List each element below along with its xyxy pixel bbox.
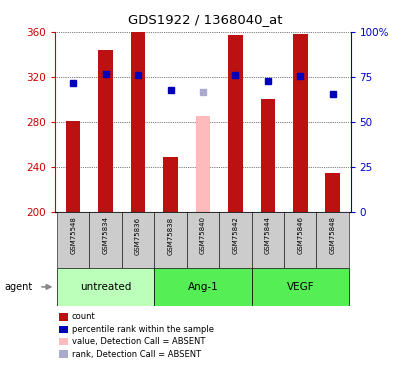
Bar (316, 212, 348, 268)
Text: GDS1922 / 1368040_at: GDS1922 / 1368040_at (128, 13, 281, 26)
Text: GSM75548: GSM75548 (70, 216, 76, 254)
Bar (219, 212, 251, 268)
Bar (121, 212, 154, 268)
Text: GSM75838: GSM75838 (167, 216, 173, 255)
Text: GSM75842: GSM75842 (232, 216, 238, 254)
Text: GSM75840: GSM75840 (200, 216, 205, 254)
Text: rank, Detection Call = ABSENT: rank, Detection Call = ABSENT (72, 350, 200, 358)
Bar (227, 35, 242, 212)
Text: GSM75846: GSM75846 (297, 216, 303, 254)
Bar (66, 121, 80, 212)
Bar (98, 50, 112, 212)
Text: GSM75834: GSM75834 (102, 216, 108, 254)
Bar (154, 268, 251, 306)
Bar (57, 212, 89, 268)
Bar (251, 212, 283, 268)
Bar (195, 116, 210, 212)
Text: count: count (72, 312, 95, 321)
Text: Ang-1: Ang-1 (187, 282, 218, 292)
Bar (163, 157, 178, 212)
Text: untreated: untreated (80, 282, 131, 292)
Bar (186, 212, 219, 268)
Bar (57, 268, 154, 306)
Bar (130, 32, 145, 212)
Bar (325, 172, 339, 212)
Bar (251, 268, 348, 306)
Bar (292, 34, 307, 212)
Bar (89, 212, 121, 268)
Text: GSM75844: GSM75844 (264, 216, 270, 254)
Text: percentile rank within the sample: percentile rank within the sample (72, 325, 213, 334)
Bar (154, 212, 186, 268)
Text: GSM75848: GSM75848 (329, 216, 335, 254)
Text: VEGF: VEGF (286, 282, 313, 292)
Text: GSM75836: GSM75836 (135, 216, 141, 255)
Bar (283, 212, 316, 268)
Bar (260, 99, 274, 212)
Text: agent: agent (4, 282, 32, 292)
Text: value, Detection Call = ABSENT: value, Detection Call = ABSENT (72, 337, 204, 346)
